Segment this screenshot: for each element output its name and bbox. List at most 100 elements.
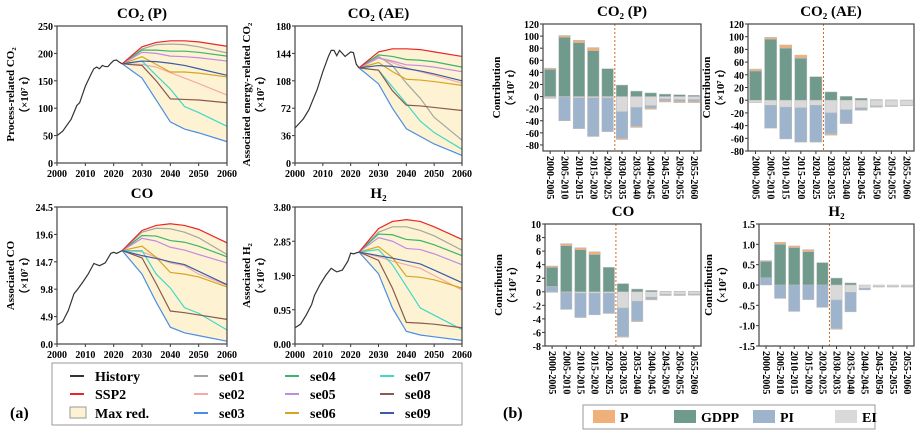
x-tick-label: 2010-2015 — [780, 156, 791, 199]
bar-EI — [631, 291, 644, 302]
y-tick-label: 60 — [529, 56, 539, 67]
y-axis-label-unit: （×10⁷ t） — [254, 70, 267, 119]
y-tick-label: 10 — [531, 220, 541, 231]
chart-title: CO₂ (P) — [117, 6, 167, 22]
bar-EI — [830, 284, 843, 301]
y-tick-label: 180 — [276, 22, 291, 33]
series-line-se09 — [358, 64, 463, 82]
series-line-se03 — [358, 67, 463, 156]
x-tick-label: 2030 — [132, 350, 152, 361]
x-tick-label: 2030-2035 — [616, 156, 627, 199]
y-axis-label-name: Contribution — [703, 254, 715, 316]
series-line-se01 — [358, 226, 463, 253]
bar-GDPP — [802, 251, 815, 286]
series-line-se09 — [122, 250, 228, 286]
y-axis-label-name: Associated H₂ — [241, 242, 253, 307]
y-tick-label: 60 — [734, 58, 744, 69]
bar-GDPP — [572, 42, 585, 97]
y-tick-label: 150 — [38, 77, 53, 88]
legend-label: se04 — [310, 370, 336, 385]
bar-P — [572, 40, 585, 43]
bar-EI — [616, 96, 628, 112]
y-tick-label: 108 — [276, 77, 291, 88]
legend-label: se05 — [310, 388, 336, 403]
bar-GDPP — [659, 93, 672, 97]
bar-PI — [544, 97, 557, 99]
chart-5: CO₂ (AE) Contribution （×10⁷ t） -80 -60-40 -20… — [701, 4, 915, 199]
x-tick-label: 2055-2060 — [900, 156, 911, 199]
bar-EI — [885, 99, 898, 107]
x-tick-label: 2010 — [313, 350, 333, 361]
y-tick-label: 14.7 — [36, 258, 54, 269]
y-tick-label: 19.6 — [36, 230, 54, 241]
y-tick-label: -1.5 — [739, 342, 755, 353]
y-axis-label-name: Contribution — [701, 57, 713, 119]
bar-P — [794, 54, 808, 59]
bar-PI — [572, 97, 585, 129]
y-tick-label: 9.8 — [41, 285, 54, 296]
bar-P — [673, 101, 686, 103]
bar-PI — [779, 106, 793, 140]
bar-PI — [839, 109, 853, 124]
bar-P — [788, 245, 801, 248]
bar-GDPP — [630, 90, 643, 97]
x-tick-label: 2000 — [47, 350, 67, 361]
y-tick-label: 120 — [524, 20, 539, 31]
y-tick-label: 250 — [38, 22, 53, 33]
y-tick-label: 1.0 — [743, 240, 756, 251]
y-tick-label: 0.95 — [274, 306, 292, 317]
legend-swatch — [674, 410, 696, 423]
x-tick-label: 2015-2020 — [587, 156, 598, 199]
legend-label: se02 — [219, 388, 245, 403]
x-tick-label: 2045-2050 — [873, 351, 884, 394]
panel-label-b: (b) — [503, 405, 523, 422]
bar-GDPP — [809, 76, 823, 101]
bar-GDPP — [824, 91, 838, 101]
x-tick-label: 2040 — [396, 350, 416, 361]
x-tick-label: 2050-2055 — [887, 351, 898, 394]
bar-P — [587, 47, 600, 51]
bar-P — [645, 298, 658, 301]
bar-P — [616, 138, 628, 140]
legend-swatch — [753, 410, 775, 423]
legend-swatch — [593, 410, 615, 423]
bar-GDPP — [764, 38, 777, 101]
y-tick-label: -0.5 — [739, 301, 755, 312]
y-tick-label: 0 — [534, 93, 539, 104]
y-axis-label-unit: （×10⁷ t） — [18, 251, 31, 300]
x-tick-label: 2020-2025 — [603, 351, 614, 394]
x-tick-label: 2035-2040 — [631, 351, 642, 394]
x-tick-label: 2015-2020 — [795, 156, 806, 199]
y-tick-label: 50 — [43, 132, 53, 143]
x-tick-label: 2000 — [285, 169, 305, 180]
y-tick-label: -4 — [533, 315, 541, 326]
y-tick-label: 0 — [286, 159, 291, 170]
bar-P — [574, 247, 587, 251]
bar-P — [588, 251, 601, 255]
bar-EI — [749, 99, 762, 103]
series-line-SSP2 — [358, 219, 463, 253]
bar-EI — [673, 96, 686, 100]
x-tick-label: 2055-2060 — [688, 351, 699, 394]
x-tick-label: 2060 — [217, 350, 237, 361]
legend-label: EI — [862, 411, 877, 426]
bar-GDPP — [546, 267, 559, 287]
series-line-se06 — [358, 245, 463, 289]
y-axis-label: Contribution （×10⁷ t） — [701, 57, 727, 119]
x-tick-label: 2040 — [160, 350, 180, 361]
bar-P — [869, 106, 883, 108]
y-axis-label-name: Associated energy-related CO₂ — [241, 22, 253, 166]
bar-EI — [794, 99, 808, 109]
bar-EI — [673, 291, 686, 295]
series-line-se05 — [358, 236, 463, 266]
y-tick-label: -6 — [533, 328, 541, 339]
bar-P — [631, 320, 644, 322]
x-tick-label: 2010-2015 — [788, 351, 799, 394]
x-tick-label: 2015-2020 — [802, 351, 813, 394]
y-tick-label: -8 — [533, 342, 541, 353]
y-tick-label: 40 — [529, 68, 539, 79]
x-tick-label: 2000-2005 — [750, 156, 761, 199]
x-tick-label: 2035-2040 — [840, 156, 851, 199]
bar-PI — [802, 284, 815, 300]
series-line-se05 — [358, 57, 463, 73]
